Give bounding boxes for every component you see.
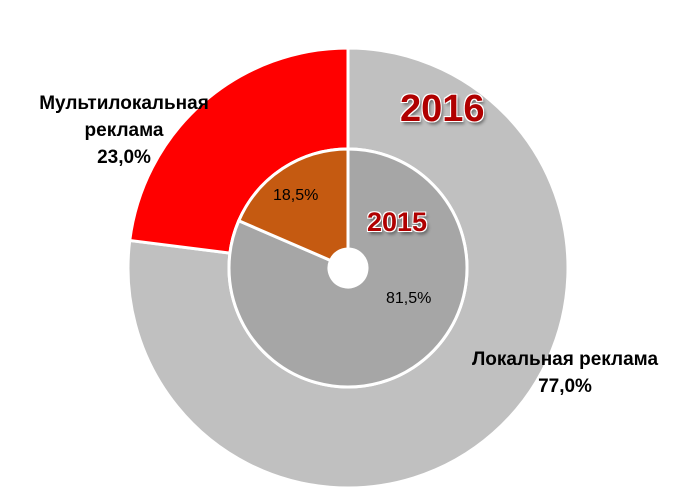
label-local-2016-value: 77,0%: [538, 376, 592, 397]
slice-2015-multilocal: [236, 147, 350, 263]
slice-2015-local: [227, 147, 469, 389]
title-2016: 2016: [400, 88, 485, 130]
label-multilocal-line2: реклама: [84, 120, 164, 141]
title-2015: 2015: [367, 207, 428, 237]
label-local: Локальная реклама 77,0%: [440, 346, 690, 400]
label-local-name: Локальная реклама: [471, 349, 659, 370]
label-local-2015-value: 81,5%: [386, 290, 432, 307]
label-multilocal-line1: Мультилокальная: [39, 93, 209, 114]
label-multilocal-2016-value: 23,0%: [97, 147, 151, 168]
label-multilocal: Мультилокальная реклама 23,0%: [14, 90, 234, 171]
label-multilocal-2015-value: 18,5%: [273, 187, 319, 204]
